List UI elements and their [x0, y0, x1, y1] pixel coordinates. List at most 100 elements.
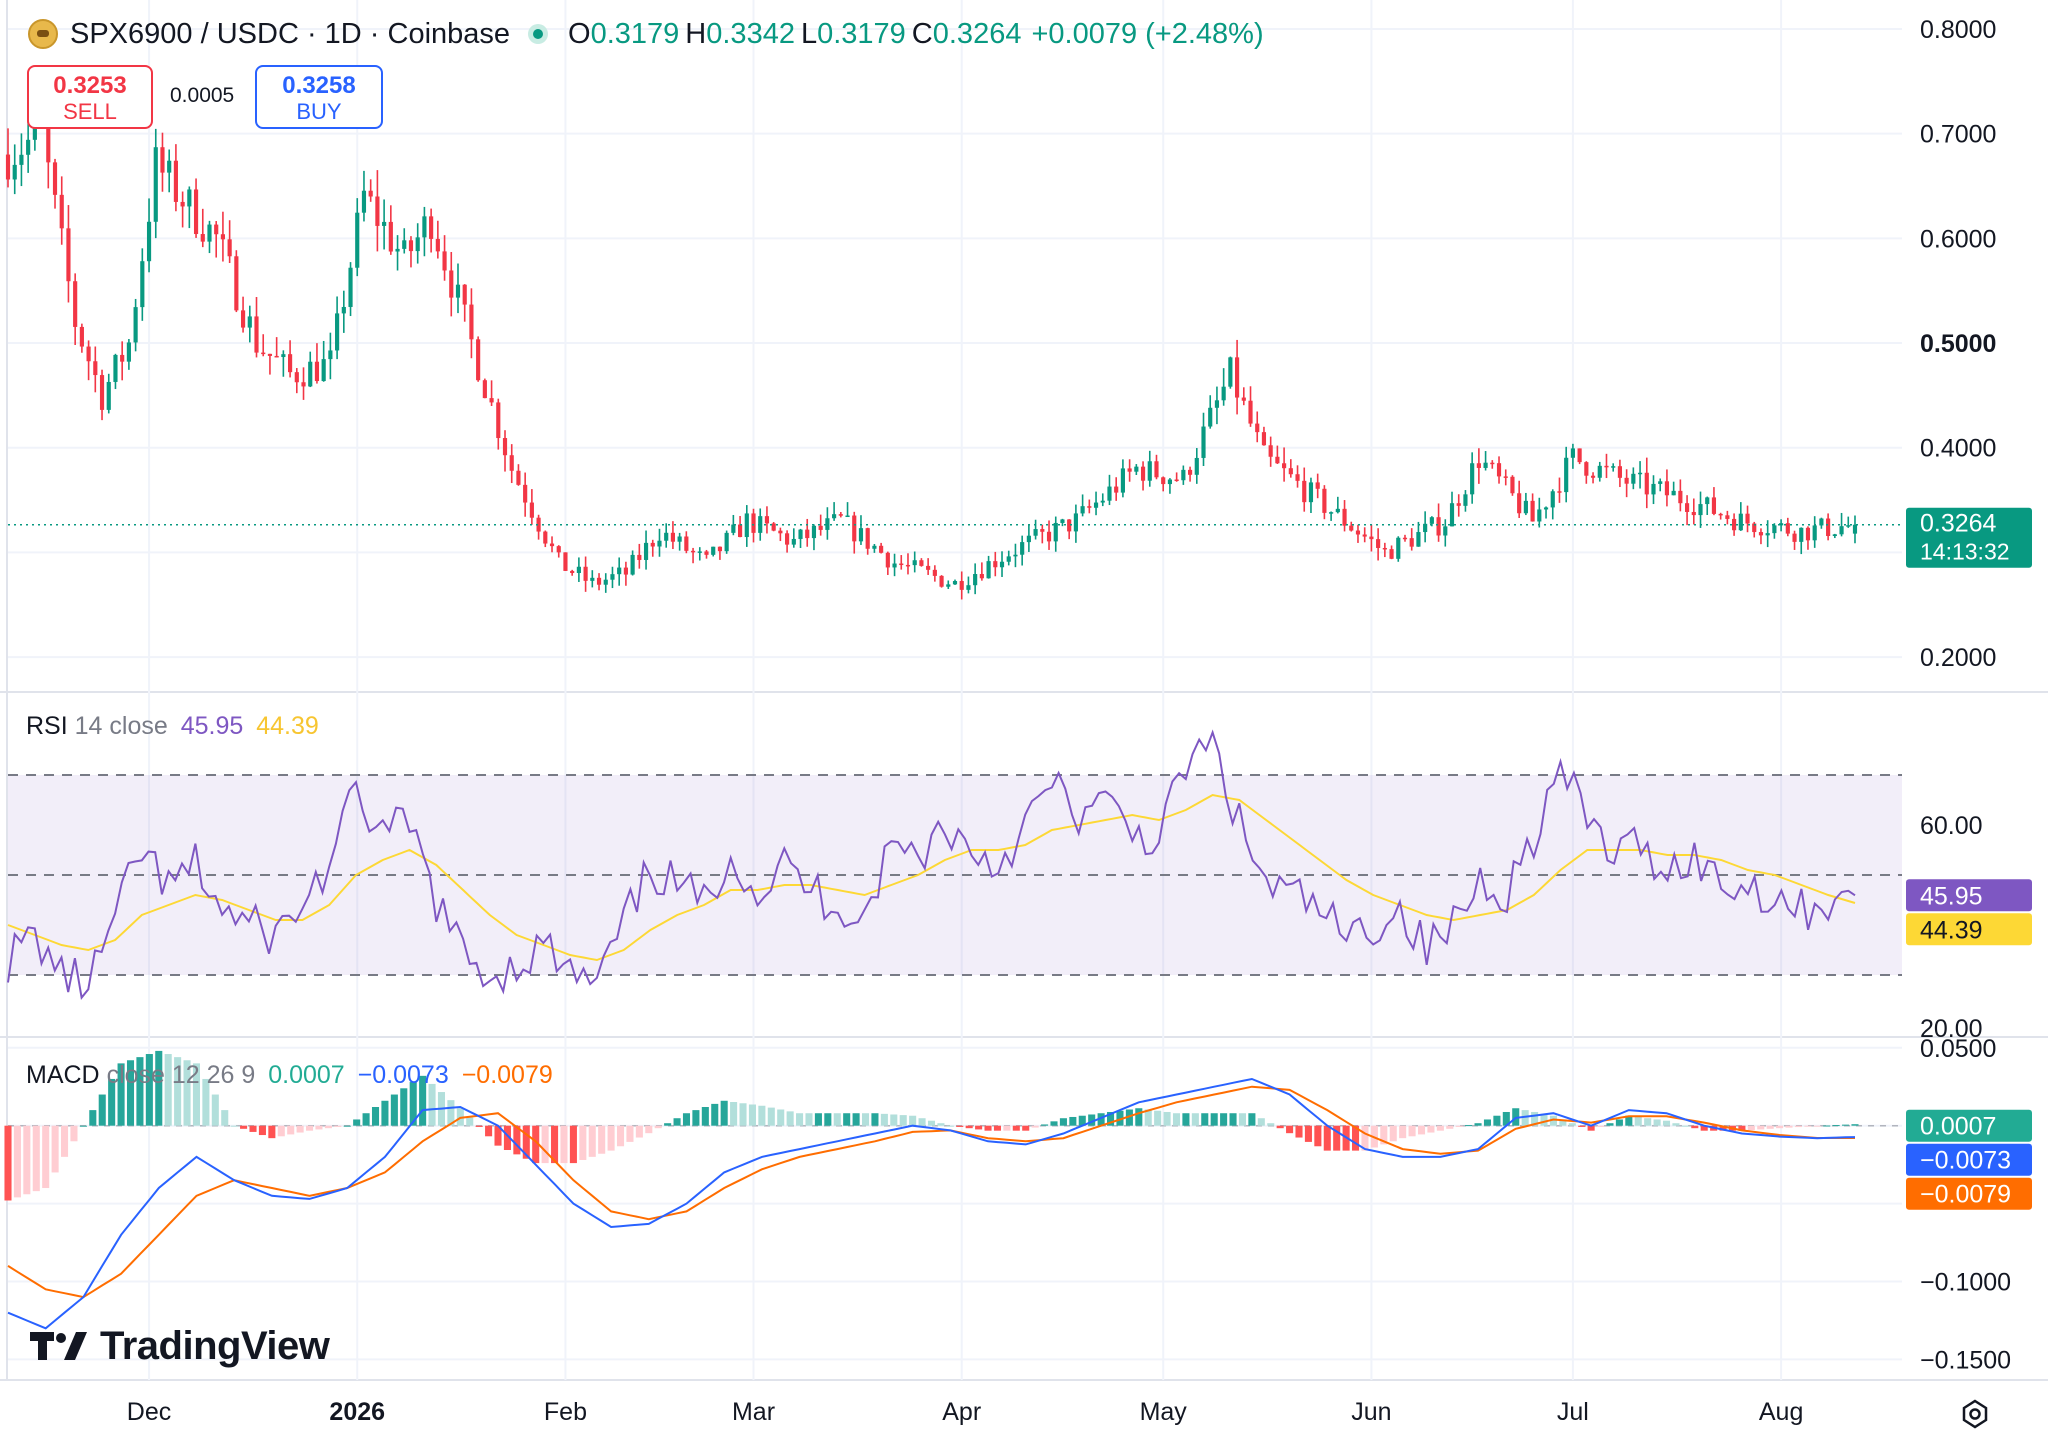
candle-body	[1537, 509, 1542, 522]
macd-histogram-bar	[51, 1125, 59, 1173]
buy-button[interactable]: 0.3258 BUY	[255, 65, 383, 129]
current-price-badge	[1906, 507, 2032, 568]
candle-body	[1026, 535, 1031, 543]
candle-body	[617, 567, 622, 575]
candle-body	[737, 524, 743, 538]
macd-histogram-bar	[1107, 1111, 1115, 1126]
time-axis-label: Jul	[1557, 1398, 1589, 1426]
macd-histogram-bar	[1267, 1123, 1275, 1126]
candle-body	[885, 552, 890, 568]
macd-histogram-bar	[701, 1107, 709, 1126]
candle-body	[919, 560, 924, 566]
candle-body	[207, 224, 212, 242]
candle-body	[1187, 469, 1193, 475]
macd-histogram-bar	[1653, 1119, 1661, 1126]
symbol-title[interactable]: SPX6900 / USDC · 1D · Coinbase	[70, 17, 511, 50]
macd-histogram-bar	[117, 1063, 125, 1126]
macd-histogram-bar	[221, 1110, 229, 1126]
candle-body	[1664, 481, 1670, 496]
macd-histogram-bar	[1201, 1113, 1209, 1126]
candle-body	[1752, 523, 1757, 533]
candle-body	[1738, 513, 1743, 531]
rsi-axis-tick: 20.00	[1920, 1015, 1983, 1043]
macd-histogram-bar	[739, 1103, 747, 1126]
macd-histogram-bar	[1766, 1125, 1774, 1129]
tradingview-logo[interactable]: TradingView	[30, 1318, 330, 1374]
candle-body	[1409, 538, 1414, 547]
candle-body	[1402, 537, 1408, 540]
candle-body	[234, 256, 239, 311]
candle-body	[1282, 463, 1287, 469]
macd-histogram-bar	[598, 1125, 606, 1154]
macd-histogram-bar	[32, 1125, 40, 1192]
time-axis-label: Dec	[127, 1398, 171, 1426]
candle-body	[402, 240, 407, 249]
candle-body	[1107, 486, 1112, 501]
macd-histogram-bar	[748, 1104, 756, 1126]
macd-histogram-bar	[1681, 1125, 1689, 1127]
low-label: L	[800, 17, 818, 50]
macd-histogram-bar	[42, 1125, 50, 1189]
macd-histogram-bar	[1069, 1116, 1077, 1126]
macd-histogram-bar	[786, 1111, 794, 1126]
rsi-label: RSI	[26, 712, 68, 740]
macd-histogram-bar	[984, 1125, 992, 1131]
candle-body	[1268, 445, 1273, 457]
macd-histogram-bar	[428, 1083, 436, 1126]
candle-body	[1127, 468, 1132, 472]
sell-button[interactable]: 0.3253 SELL	[27, 65, 153, 129]
macd-histogram-bar	[616, 1125, 625, 1147]
macd-histogram-bar	[1286, 1125, 1294, 1134]
macd-histogram-bar	[1088, 1114, 1096, 1126]
candle-body	[261, 352, 266, 355]
candle-body	[32, 121, 37, 140]
candle-body	[1792, 533, 1797, 542]
candle-body	[811, 525, 817, 539]
candle-body	[274, 355, 279, 358]
macd-histogram-bar	[1125, 1109, 1133, 1126]
price-axis-tick: 0.8000	[1920, 16, 1996, 44]
candle-body	[1812, 525, 1817, 541]
rsi-legend[interactable]: RSI 14 close 45.95 44.39	[26, 712, 319, 741]
candle-body	[630, 554, 635, 575]
candle-body	[1429, 517, 1434, 524]
macd-histogram-bar	[833, 1113, 841, 1126]
macd-histogram-bar	[1436, 1125, 1444, 1131]
settings-gear-icon[interactable]	[1962, 1399, 1988, 1429]
candle-body	[1846, 525, 1851, 527]
candle-body	[1658, 481, 1663, 484]
candle-body	[1772, 525, 1777, 534]
candle-body	[1691, 511, 1696, 516]
candle-body	[509, 455, 514, 471]
macd-histogram-bar	[1578, 1125, 1586, 1127]
macd-axis-tick: 0.0500	[1920, 1035, 1996, 1063]
macd-histogram-bar	[1304, 1125, 1312, 1142]
macd-histogram-bar	[1531, 1111, 1539, 1126]
candle-body	[1396, 537, 1401, 559]
macd-histogram-bar	[1691, 1125, 1699, 1129]
macd-histogram-bar	[767, 1107, 775, 1126]
macd-histogram-bar	[635, 1125, 643, 1138]
rsi-ma-badge	[1906, 913, 2032, 946]
candle-body	[832, 514, 837, 519]
candle-body	[1006, 556, 1011, 562]
high-value: 0.3342	[706, 17, 795, 50]
macd-legend[interactable]: MACD close 12 26 9 0.0007 −0.0073 −0.007…	[26, 1061, 553, 1090]
macd-histogram-bar	[79, 1125, 87, 1127]
macd-histogram-bar	[1097, 1113, 1105, 1126]
macd-histogram-bar	[1672, 1123, 1680, 1126]
macd-signal-badge	[1906, 1177, 2032, 1210]
candle-body	[375, 196, 380, 226]
macd-histogram-bar	[1399, 1125, 1407, 1139]
sell-price: 0.3253	[53, 72, 127, 99]
macd-histogram-bar	[1135, 1108, 1143, 1126]
macd-histogram-bar	[1597, 1125, 1605, 1127]
candle-body	[912, 560, 917, 566]
candle-body	[926, 565, 931, 570]
candle-body	[724, 532, 729, 552]
candle-body	[879, 545, 884, 553]
macd-histogram-bar	[70, 1125, 78, 1142]
macd-histogram-bar	[1851, 1124, 1859, 1126]
candle-body	[596, 577, 602, 585]
